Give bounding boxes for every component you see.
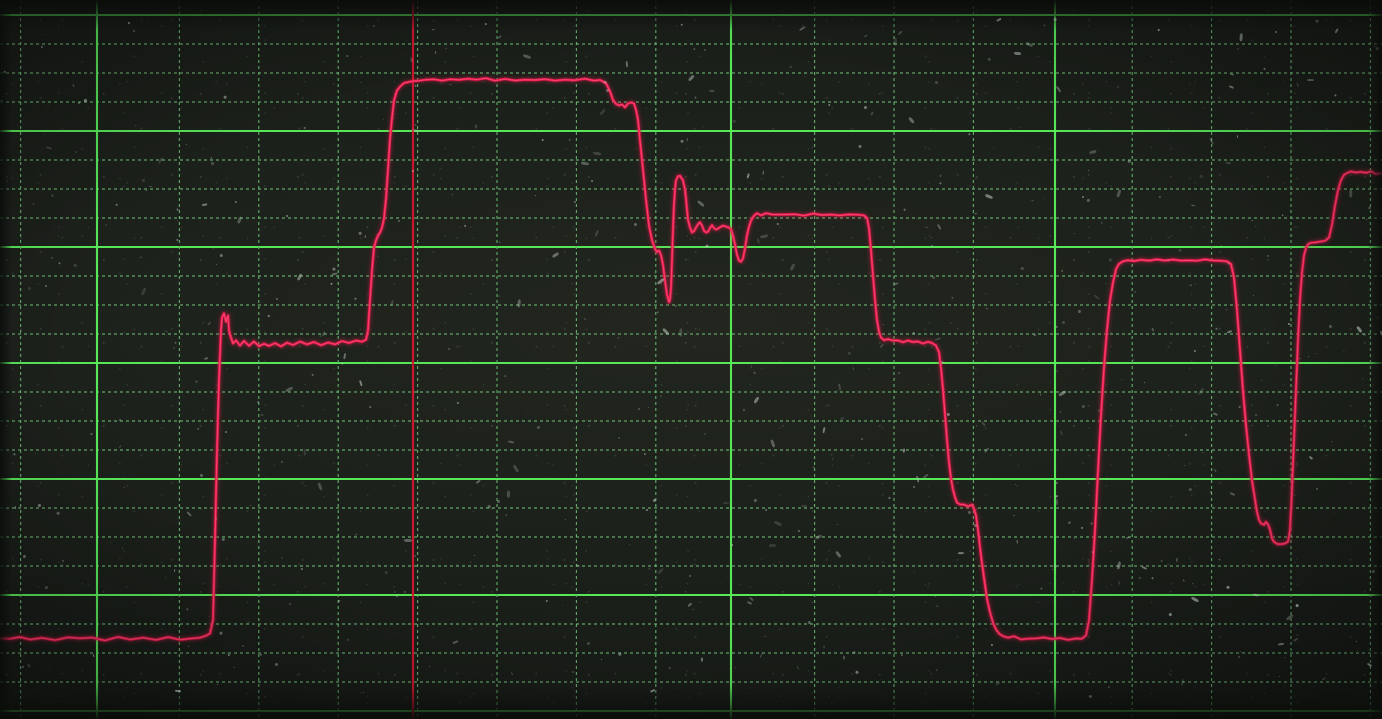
recorder-trace [0,75,1382,643]
trace-highlight [0,77,1382,641]
trace-glow [0,75,1382,643]
trace-path [0,76,1382,642]
